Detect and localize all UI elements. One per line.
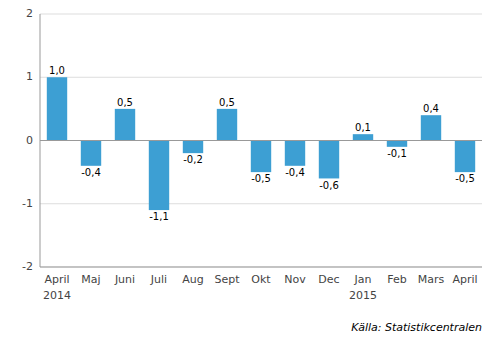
- x-tick-label: Feb: [387, 273, 406, 286]
- y-tick-label: 0: [26, 134, 33, 147]
- grid-line: [40, 14, 482, 15]
- chart-svg: -2 -1 0 1 2 1,0 -0,4 0,5 -1,1 -0,2 0,5 -0,5 -0,4 -0,6…: [0, 0, 494, 339]
- y-tick-label: 1: [26, 70, 33, 83]
- y-tick-label: 2: [26, 7, 33, 20]
- x-tick-label: April: [452, 273, 477, 286]
- bar: [81, 141, 101, 166]
- data-label: -0,5: [455, 173, 475, 184]
- data-label: -0,1: [387, 148, 407, 159]
- grid-line: [40, 267, 482, 268]
- x-tick-label: Okt: [251, 273, 271, 286]
- data-label: 0,5: [117, 97, 133, 108]
- data-label: 1,0: [49, 65, 65, 76]
- x-tick-label: Jan: [354, 273, 372, 286]
- grid: [40, 14, 482, 267]
- x-tick-label: Dec: [318, 273, 339, 286]
- year-label: 2014: [43, 289, 71, 302]
- grid-line: [40, 203, 482, 204]
- bar: [251, 141, 271, 173]
- data-label: -0,2: [183, 154, 203, 165]
- y-tick-label: -2: [22, 260, 33, 273]
- data-label: 0,1: [355, 122, 371, 133]
- x-tick-label: Mars: [418, 273, 445, 286]
- data-label: -0,5: [251, 173, 271, 184]
- data-label: -0,4: [285, 167, 305, 178]
- grid-line: [40, 77, 482, 78]
- x-tick-label: Maj: [81, 273, 100, 286]
- x-axis-line: [40, 267, 482, 268]
- bar: [455, 141, 475, 173]
- data-label: -1,1: [149, 211, 169, 222]
- x-tick-label: Sept: [214, 273, 240, 286]
- x-tick-label: Juli: [150, 273, 167, 286]
- chart-container: -2 -1 0 1 2 1,0 -0,4 0,5 -1,1 -0,2 0,5 -0,5 -0,4 -0,6…: [0, 0, 494, 339]
- bar: [115, 109, 135, 141]
- zero-line: [40, 140, 482, 141]
- data-label: -0,6: [319, 180, 339, 191]
- bar: [285, 141, 305, 166]
- x-tick-label: Juni: [114, 273, 135, 286]
- year-label: 2015: [349, 289, 377, 302]
- bar: [47, 77, 67, 140]
- bar: [319, 141, 339, 179]
- x-tick-label: Aug: [182, 273, 203, 286]
- x-tick-label: April: [44, 273, 69, 286]
- bar: [421, 115, 441, 140]
- data-label: 0,5: [219, 97, 235, 108]
- bars: [47, 77, 475, 210]
- data-label: 0,4: [423, 103, 439, 114]
- bar: [149, 141, 169, 211]
- bar: [353, 134, 373, 140]
- bar: [387, 141, 407, 147]
- x-tick-label: Nov: [284, 273, 306, 286]
- grid-line: [40, 140, 482, 141]
- data-label: -0,4: [81, 167, 101, 178]
- y-tick-label: -1: [22, 197, 33, 210]
- bar: [217, 109, 237, 141]
- source-text: Källa: Statistikcentralen: [351, 321, 482, 334]
- bar: [183, 141, 203, 154]
